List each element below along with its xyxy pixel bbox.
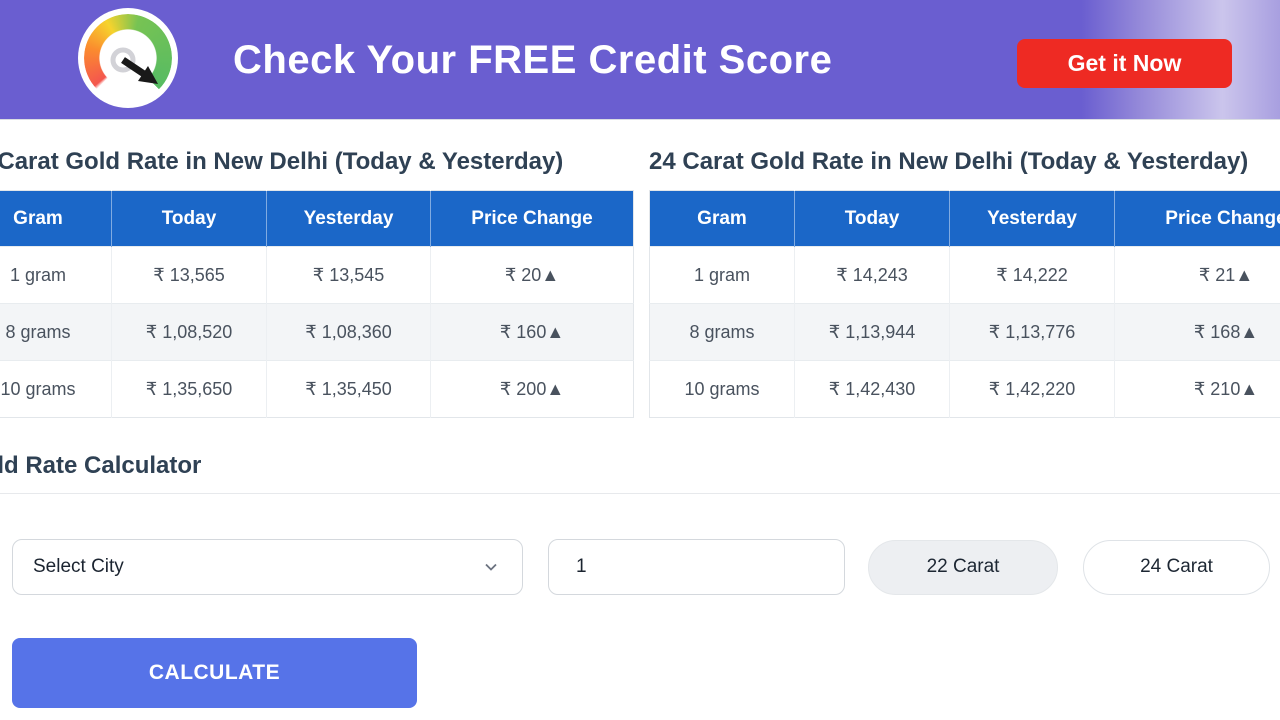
column-header-today: Today (111, 190, 267, 247)
calculator-controls: Select City 22 Carat 24 Carat (0, 539, 1280, 595)
today-cell: ₹ 1,42,430 (794, 360, 950, 418)
column-header-yesterday: Yesterday (266, 190, 431, 247)
yesterday-cell: ₹ 1,08,360 (266, 303, 431, 361)
gold-table-22-carat: 22 Carat Gold Rate in New Delhi (Today &… (0, 146, 634, 418)
gold-rate-tables: 22 Carat Gold Rate in New Delhi (Today &… (0, 146, 1280, 418)
page-content: 22 Carat Gold Rate in New Delhi (Today &… (0, 120, 1280, 708)
gram-cell: 1 gram (0, 246, 112, 304)
table-title-22-carat: 22 Carat Gold Rate in New Delhi (Today &… (0, 148, 564, 175)
yesterday-cell: ₹ 13,545 (266, 246, 431, 304)
price-change-cell: ₹ 20▲ (430, 246, 634, 304)
price-change-cell: ₹ 160▲ (430, 303, 634, 361)
today-cell: ₹ 14,243 (794, 246, 950, 304)
calculator-title: Gold Rate Calculator (0, 452, 202, 479)
gold-table-24-carat: 24 Carat Gold Rate in New Delhi (Today &… (649, 146, 1280, 418)
select-city-dropdown[interactable]: Select City (12, 539, 523, 595)
gram-cell: 8 grams (649, 303, 795, 361)
table-row: 1 gram ₹ 13,565 ₹ 13,545 ₹ 20▲ (0, 246, 634, 304)
yesterday-cell: ₹ 1,42,220 (949, 360, 1115, 418)
gram-cell: 10 grams (0, 360, 112, 418)
price-change-cell: ₹ 210▲ (1114, 360, 1280, 418)
credit-score-banner: Check Your FREE Credit Score Get it Now (0, 0, 1280, 120)
yesterday-cell: ₹ 14,222 (949, 246, 1115, 304)
carat-24-toggle[interactable]: 24 Carat (1083, 539, 1270, 595)
price-change-cell: ₹ 168▲ (1114, 303, 1280, 361)
column-header-price-change: Price Change (1114, 190, 1280, 247)
today-cell: ₹ 13,565 (111, 246, 267, 304)
today-cell: ₹ 1,08,520 (111, 303, 267, 361)
gram-cell: 8 grams (0, 303, 112, 361)
table-row: 8 grams ₹ 1,08,520 ₹ 1,08,360 ₹ 160▲ (0, 303, 634, 361)
gold-rate-table-22: Gram Today Yesterday Price Change 1 gram… (0, 190, 634, 418)
table-header-row: Gram Today Yesterday Price Change (0, 190, 634, 247)
banner-title: Check Your FREE Credit Score (233, 37, 833, 82)
section-divider (0, 493, 1280, 494)
credit-score-gauge-icon (78, 8, 178, 108)
table-title-24-carat: 24 Carat Gold Rate in New Delhi (Today &… (649, 148, 1249, 175)
today-cell: ₹ 1,35,650 (111, 360, 267, 418)
gram-cell: 10 grams (649, 360, 795, 418)
today-cell: ₹ 1,13,944 (794, 303, 950, 361)
quantity-input[interactable] (548, 539, 845, 595)
column-header-gram: Gram (649, 190, 795, 247)
price-change-cell: ₹ 200▲ (430, 360, 634, 418)
chevron-down-icon (485, 563, 497, 571)
get-it-now-button[interactable]: Get it Now (1017, 39, 1232, 88)
carat-22-toggle[interactable]: 22 Carat (868, 539, 1058, 595)
table-header-row: Gram Today Yesterday Price Change (649, 190, 1280, 247)
column-header-price-change: Price Change (430, 190, 634, 247)
table-row: 10 grams ₹ 1,42,430 ₹ 1,42,220 ₹ 210▲ (649, 360, 1280, 418)
yesterday-cell: ₹ 1,35,450 (266, 360, 431, 418)
yesterday-cell: ₹ 1,13,776 (949, 303, 1115, 361)
table-row: 8 grams ₹ 1,13,944 ₹ 1,13,776 ₹ 168▲ (649, 303, 1280, 361)
gram-cell: 1 gram (649, 246, 795, 304)
column-header-yesterday: Yesterday (949, 190, 1115, 247)
price-change-cell: ₹ 21▲ (1114, 246, 1280, 304)
gauge-needle-icon (110, 47, 158, 84)
calculate-button[interactable]: CALCULATE (12, 638, 417, 708)
gauge-arc (84, 14, 172, 102)
table-row: 1 gram ₹ 14,243 ₹ 14,222 ₹ 21▲ (649, 246, 1280, 304)
gold-rate-table-24: Gram Today Yesterday Price Change 1 gram… (649, 190, 1280, 418)
select-city-value: Select City (33, 556, 124, 577)
column-header-gram: Gram (0, 190, 112, 247)
column-header-today: Today (794, 190, 950, 247)
table-row: 10 grams ₹ 1,35,650 ₹ 1,35,450 ₹ 200▲ (0, 360, 634, 418)
